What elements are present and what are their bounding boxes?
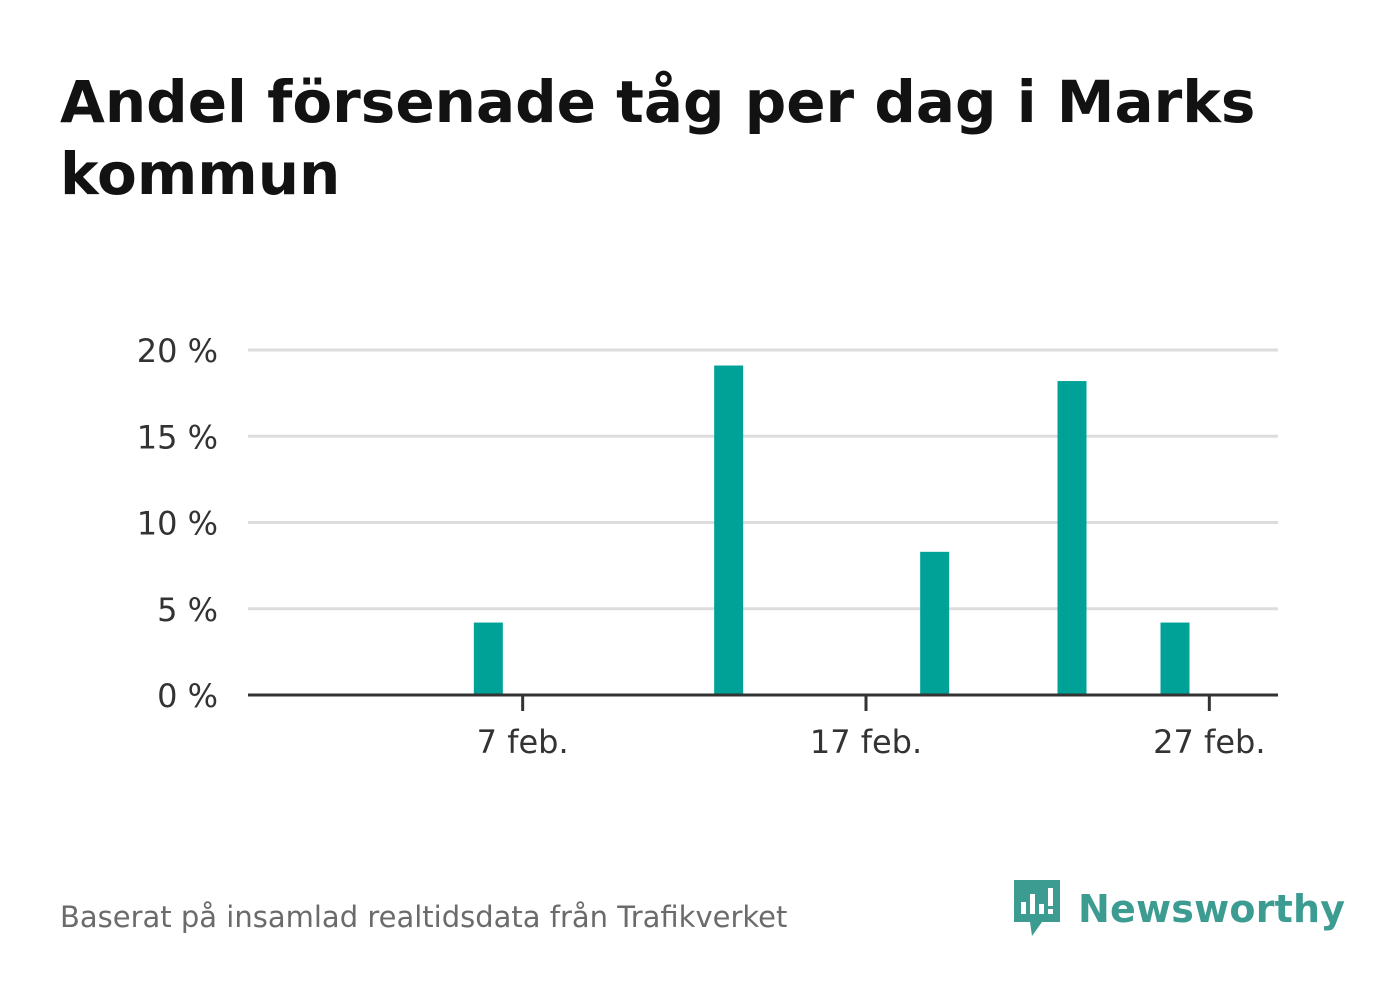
x-tick-label: 7 feb.: [477, 723, 569, 761]
y-tick-label: 0 %: [157, 677, 218, 715]
y-tick-label: 10 %: [137, 505, 218, 543]
bar[interactable]: [714, 365, 744, 695]
chart-title: Andel försenade tåg per dag i Marks komm…: [60, 68, 1256, 208]
y-tick-label: 20 %: [137, 332, 218, 370]
y-tick-label: 5 %: [157, 591, 218, 629]
y-tick-label: 15 %: [137, 418, 218, 456]
x-axis: 7 feb. 17 feb. 27 feb.: [248, 693, 1278, 761]
y-axis: 0 % 5 % 10 % 15 % 20 %: [137, 332, 218, 715]
grid-lines: [248, 348, 1278, 611]
bar[interactable]: [920, 551, 950, 695]
brand-name: Newsworthy: [1078, 887, 1346, 931]
newsworthy-logo[interactable]: Newsworthy: [1010, 878, 1345, 940]
source-note: Baserat på insamlad realtidsdata från Tr…: [60, 900, 788, 934]
x-tick-label: 27 feb.: [1153, 723, 1265, 761]
newsworthy-logo-icon: [1014, 880, 1060, 936]
bar[interactable]: [473, 622, 503, 695]
bars: [473, 365, 1190, 695]
bar[interactable]: [1160, 622, 1190, 695]
x-tick-label: 17 feb.: [810, 723, 922, 761]
bar[interactable]: [1057, 381, 1087, 695]
